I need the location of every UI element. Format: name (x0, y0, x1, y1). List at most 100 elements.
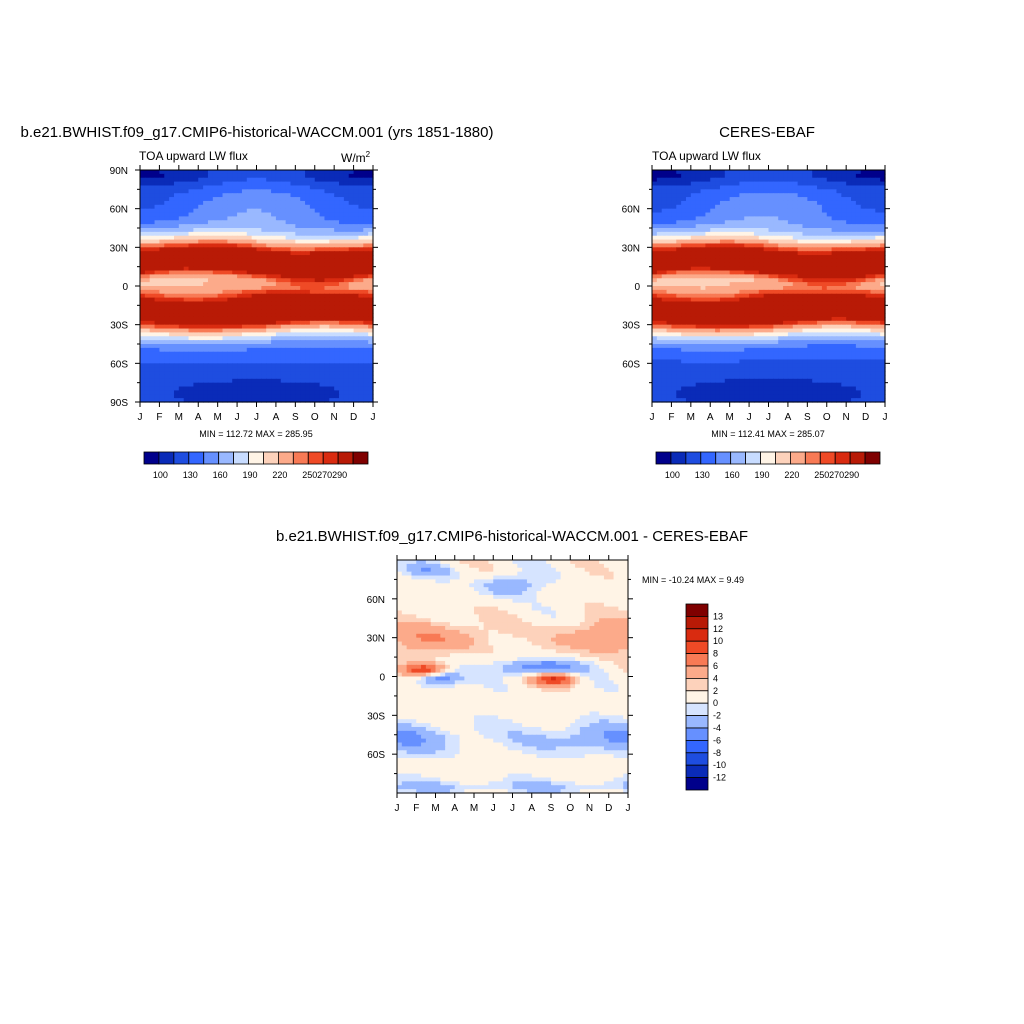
panel1-cell (348, 336, 355, 341)
panel1-cell (140, 386, 146, 391)
panel1-cell (207, 189, 214, 194)
panel2-cell (831, 297, 838, 303)
panel2-cell (826, 208, 833, 214)
panel1-cell (334, 371, 340, 376)
panel2-cell (812, 173, 818, 179)
panel1-cell (256, 359, 262, 364)
panel1-cell (178, 243, 185, 248)
panel1-cell (237, 371, 243, 376)
panel2-cell (744, 293, 750, 299)
panel1-cell (334, 239, 340, 245)
panel1-cell (237, 386, 243, 391)
panel2-cell (719, 266, 726, 272)
panel2-cell (821, 270, 828, 275)
panel1-cell (217, 278, 224, 283)
panel2-cell (685, 181, 692, 187)
panel1-cell (212, 286, 219, 291)
panel1-cell (363, 200, 369, 206)
panel1-cell (266, 193, 272, 198)
panel1-cell (207, 293, 214, 299)
panel1-cell (275, 347, 282, 353)
panel1-cell (207, 255, 214, 260)
panel2-cell (719, 289, 726, 295)
panel2-cell (758, 239, 765, 245)
panel1-cell (343, 193, 350, 198)
panel1-cell (241, 394, 248, 399)
panel2-cell (753, 316, 760, 322)
panel1-cell (319, 274, 326, 279)
panel2-cell (855, 251, 862, 256)
panel2-cell (652, 185, 658, 190)
panel2-cell (855, 212, 862, 217)
panel2-cell (753, 324, 760, 330)
panel1-cell (324, 228, 330, 233)
panel2-cell (817, 231, 823, 237)
panel1-cell (353, 247, 360, 252)
panel2-cell (792, 185, 799, 190)
panel2-cell (744, 239, 750, 245)
panel2-cell (826, 212, 833, 217)
panel2-cell (802, 309, 808, 314)
panel1-cell (314, 344, 321, 349)
panel2-cell (753, 328, 760, 333)
panel1-cell (222, 200, 228, 206)
panel1-cell (285, 170, 292, 175)
panel2-cell (773, 231, 779, 237)
panel1-cell (173, 320, 180, 326)
panel2-cell (724, 316, 731, 322)
panel1-cell (207, 266, 214, 272)
panel1-cell (368, 394, 374, 399)
panel1-cell (339, 255, 345, 260)
panel2-cell (700, 204, 706, 210)
panel1-cell (212, 208, 219, 214)
panel2-cell (880, 216, 886, 221)
panel1-cell (149, 270, 156, 275)
panel1-cell (329, 378, 335, 384)
panel1-cell (368, 367, 374, 372)
panel1-cell (144, 394, 151, 399)
panel1-cell (324, 359, 330, 364)
panel2-cell (812, 185, 818, 190)
panel2-cell (753, 282, 760, 287)
panel2-cell (685, 255, 692, 260)
panel1-cell (159, 324, 165, 330)
panel1-cell (261, 313, 267, 318)
panel2-cell (792, 181, 799, 187)
panel2-cell (773, 328, 779, 333)
panel1-cell (159, 371, 165, 376)
panel1-cell (173, 193, 180, 198)
panel1-cell (334, 336, 340, 341)
panel1-cell (309, 289, 316, 295)
panel2-cell (652, 247, 658, 252)
panel2-cell (734, 289, 740, 295)
panel2-cell (826, 274, 833, 279)
panel1-cell (222, 247, 228, 252)
panel1-cell (309, 313, 316, 318)
panel2-cell (744, 200, 750, 206)
panel2-cell (792, 278, 799, 283)
panel1-cell (159, 301, 165, 306)
panel1-cell (169, 289, 175, 295)
panel2-cell (705, 270, 711, 275)
panel1-cell (207, 347, 214, 353)
panel1-cell (241, 316, 248, 322)
panel1-cell (324, 371, 330, 376)
panel2-cell (715, 185, 721, 190)
panel1-cell (212, 224, 219, 229)
panel1-cell (275, 382, 282, 388)
panel1-cell (188, 305, 194, 310)
panel2-cell (787, 173, 794, 179)
panel1-cell (314, 390, 321, 395)
panel1-cell (212, 359, 219, 364)
panel1-cell (169, 181, 175, 187)
panel2-cell (744, 286, 750, 291)
panel2-cell (729, 200, 736, 206)
panel1-cell (222, 197, 228, 202)
panel2-cell (739, 255, 745, 260)
panel1-cell (329, 355, 335, 361)
panel2-cell (758, 204, 765, 210)
panel1-cell (207, 251, 214, 256)
panel1-cell (237, 378, 243, 384)
panel2-cell (715, 289, 721, 295)
panel1-cell (261, 173, 267, 179)
